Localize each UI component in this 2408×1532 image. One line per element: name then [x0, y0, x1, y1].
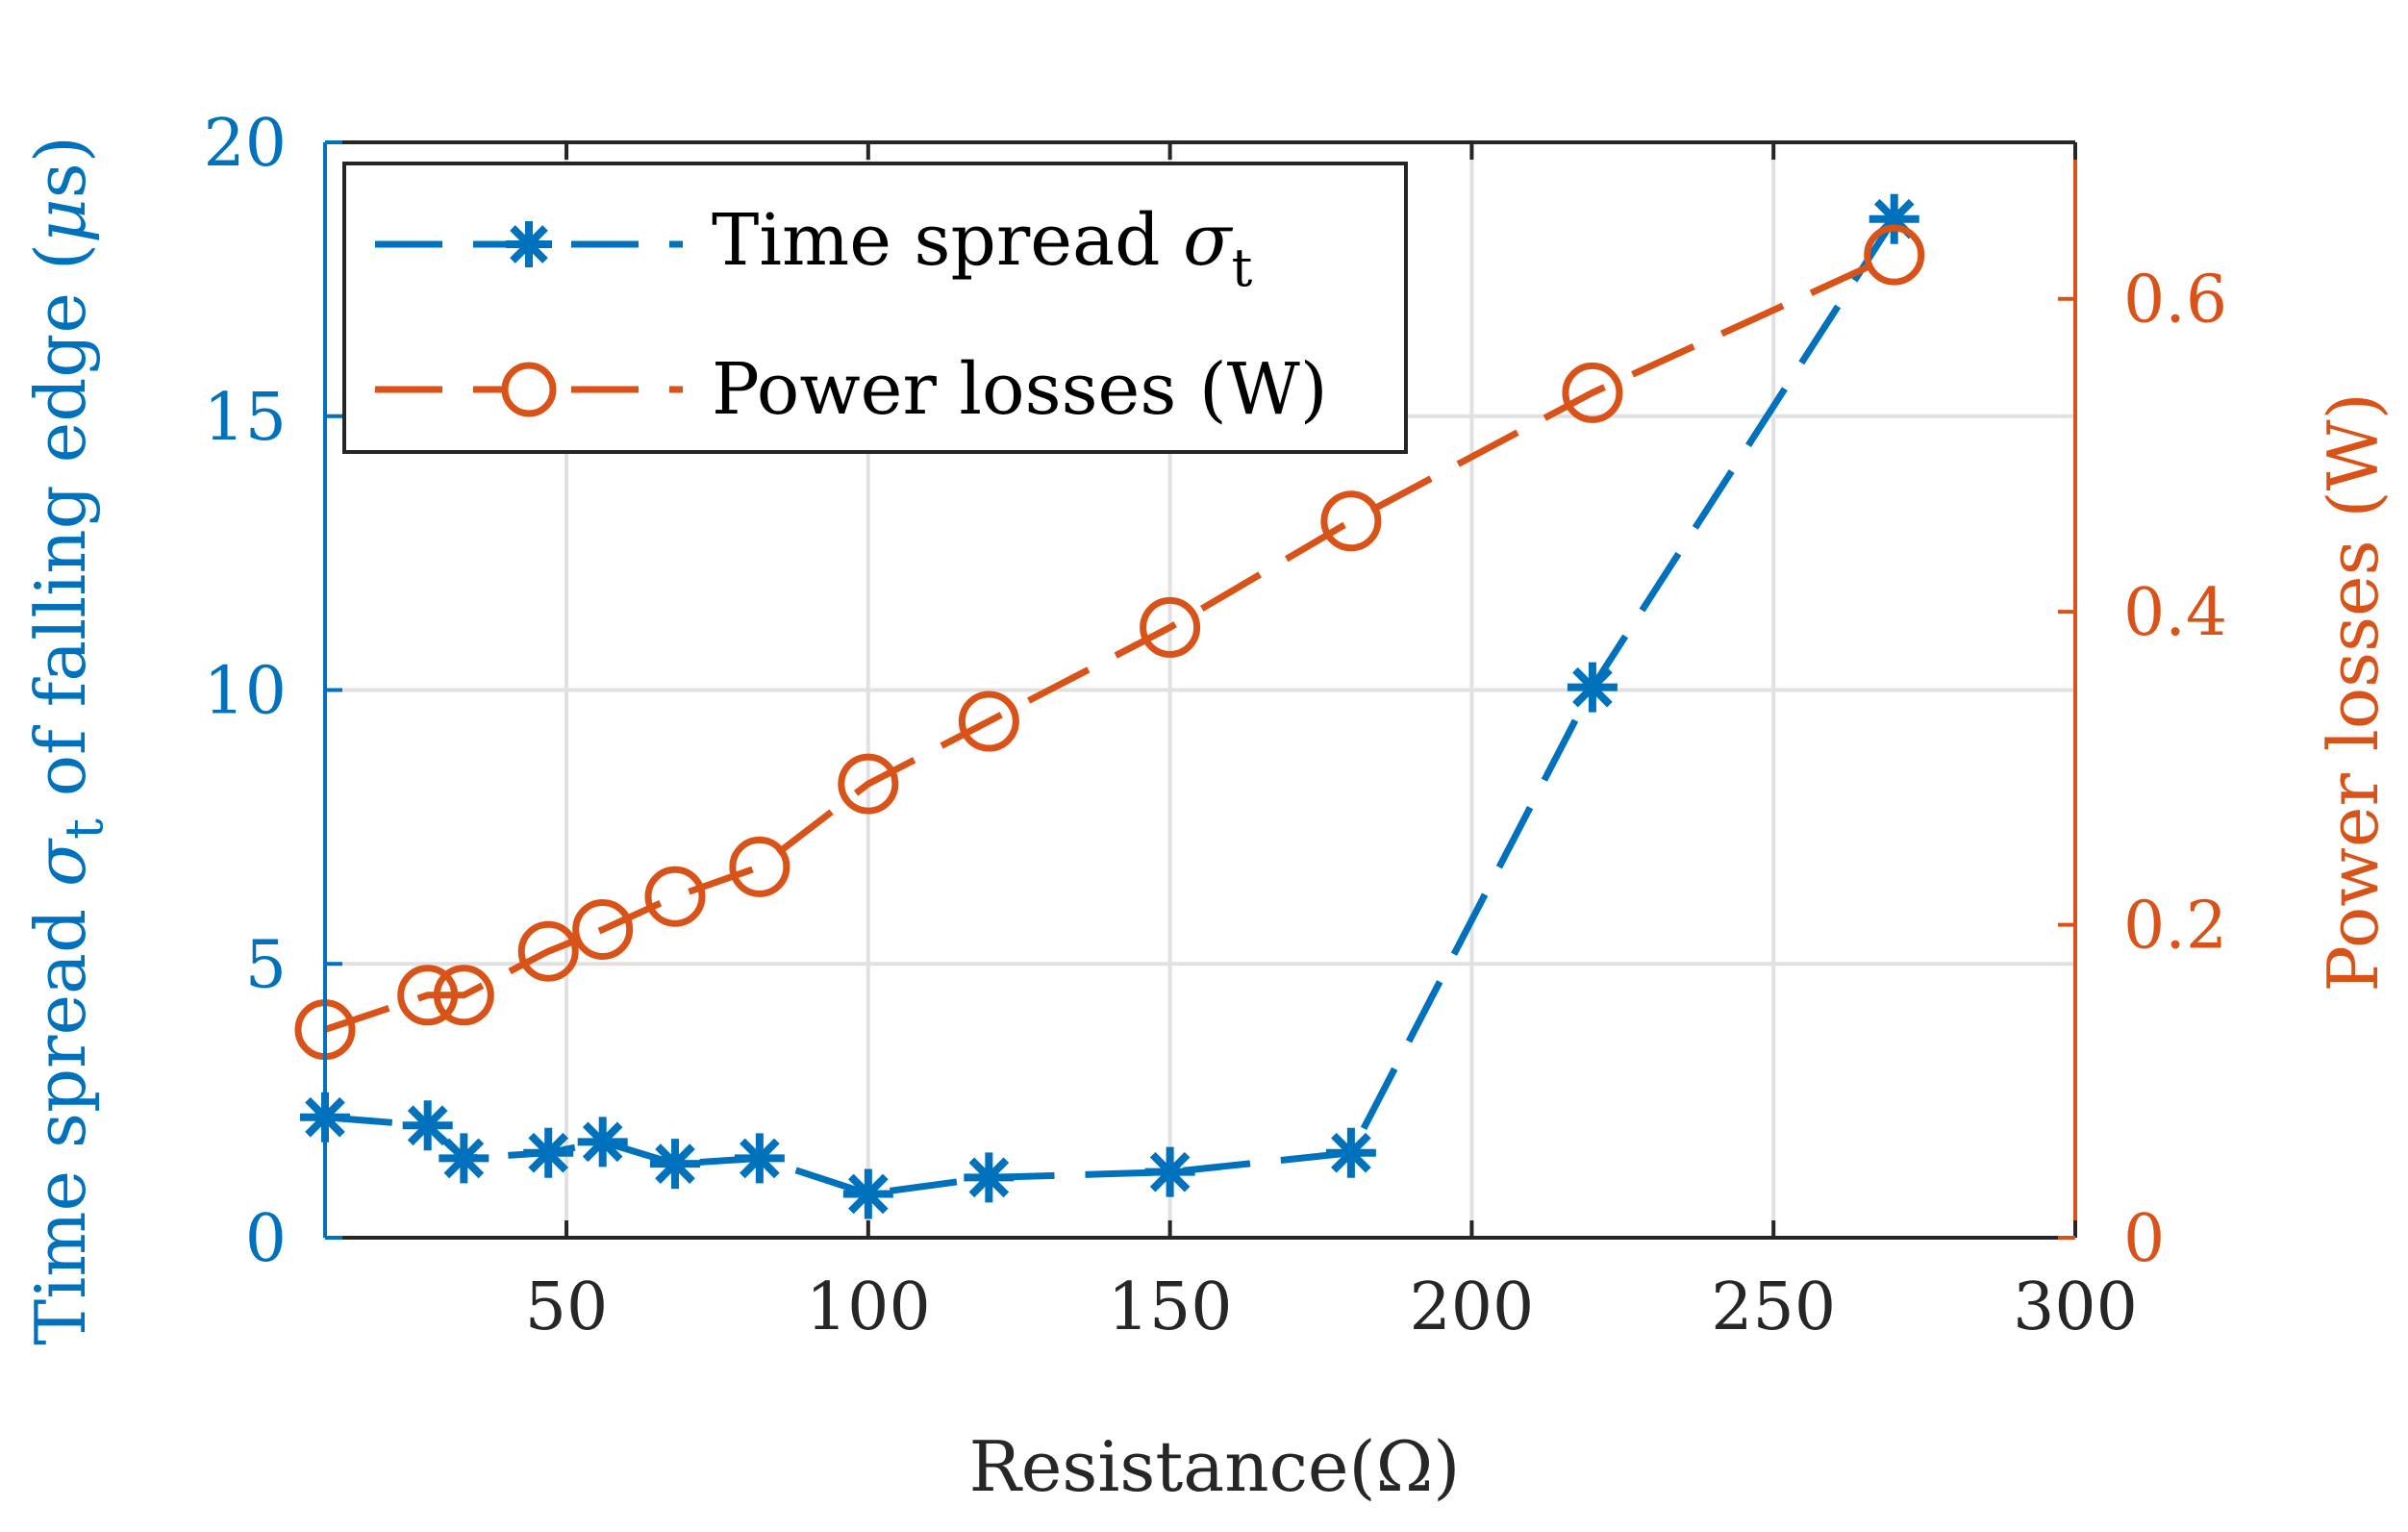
data-point-power-losses: [572, 898, 634, 960]
x-tick-label: 300: [2013, 1269, 2138, 1345]
legend-marker-power-losses: [501, 362, 557, 417]
marker-stroke: [847, 1173, 889, 1215]
x-tick-label: 250: [1711, 1269, 1836, 1345]
data-point-power-losses: [644, 866, 706, 927]
y-right-tick-label: 0.6: [2123, 263, 2227, 339]
y-left-axis-title: Time spread σt of falling edge (μs): [20, 136, 114, 1345]
data-point-power-losses: [958, 691, 1019, 752]
data-point-time-spread: [842, 1168, 893, 1219]
legend-marker-time-spread: [506, 221, 552, 267]
marker-stroke: [1572, 666, 1613, 708]
data-point-power-losses: [1864, 224, 1925, 286]
data-point-power-losses: [838, 753, 899, 815]
data-point-time-spread: [1144, 1146, 1195, 1197]
y-left-tick-label: 20: [203, 106, 287, 182]
marker-stroke: [1149, 1151, 1191, 1193]
x-axis-title: Resistance(Ω): [969, 1426, 1461, 1507]
x-tick-label: 200: [1410, 1269, 1535, 1345]
legend-label-power-losses: Power losses (W): [712, 348, 1328, 431]
y-left-tick-label: 0: [245, 1201, 287, 1277]
x-tick-label: 100: [806, 1269, 931, 1345]
data-point-time-spread: [402, 1100, 453, 1151]
x-tick-label: 150: [1108, 1269, 1233, 1345]
data-point-time-spread: [439, 1133, 489, 1184]
x-tick-label: 50: [525, 1269, 609, 1345]
data-point-power-losses: [517, 920, 579, 982]
data-point-power-losses: [1140, 596, 1201, 658]
marker-stroke: [1331, 1132, 1371, 1173]
marker-stroke: [655, 1143, 695, 1184]
y-right-tick-label: 0.4: [2123, 575, 2227, 651]
data-point-time-spread: [1325, 1127, 1376, 1178]
data-point-time-spread: [734, 1133, 785, 1184]
data-point-power-losses: [1562, 362, 1623, 423]
y-left-tick-label: 10: [203, 654, 287, 730]
y-right-axis-title: Power losses (W): [2313, 392, 2394, 992]
series-layer: [294, 193, 1925, 1219]
data-point-time-spread: [577, 1117, 628, 1168]
data-point-time-spread: [523, 1127, 574, 1178]
marker-stroke: [740, 1138, 780, 1179]
marker-stroke: [407, 1105, 448, 1146]
y-right-tick-label: 0: [2123, 1201, 2165, 1277]
y-left-tick-label: 5: [245, 927, 287, 1003]
series-line-1: [323, 252, 1896, 1033]
data-point-time-spread: [1567, 662, 1618, 713]
legend-label-time-spread: Time spread σt: [712, 199, 1253, 298]
data-point-time-spread: [650, 1139, 700, 1190]
data-point-power-losses: [397, 965, 459, 1026]
data-point-power-losses: [433, 965, 494, 1026]
y-left-tick-label: 15: [203, 380, 287, 456]
marker-stroke: [443, 1138, 485, 1179]
marker-stroke: [582, 1121, 623, 1163]
data-point-time-spread: [964, 1152, 1015, 1203]
data-point-power-losses: [1320, 490, 1382, 552]
data-point-power-losses: [729, 836, 790, 897]
marker-stroke: [968, 1157, 1010, 1198]
marker-stroke: [528, 1132, 569, 1173]
legend: Time spread σt Power losses (W): [342, 162, 1408, 454]
y-right-tick-label: 0.2: [2123, 889, 2227, 965]
